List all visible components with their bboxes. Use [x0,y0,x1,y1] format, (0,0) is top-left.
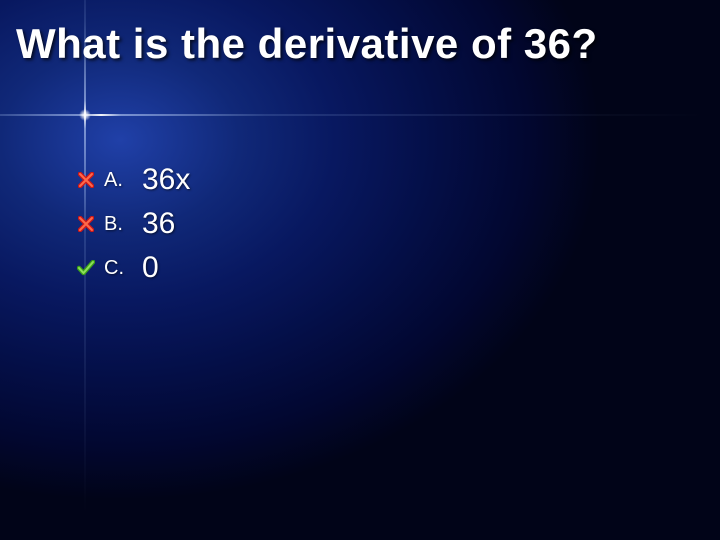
answer-option-a[interactable]: A. 36x [76,158,190,202]
check-icon [76,260,96,276]
answer-letter: A. [96,169,136,192]
answer-letter: B. [96,213,136,236]
quiz-slide: What is the derivative of 36? A. 36x B. … [0,0,720,540]
answer-letter: C. [96,257,136,280]
answer-text: 36x [136,163,190,197]
answers-list: A. 36x B. 36 C. 0 [76,158,190,290]
wrong-icon [76,172,96,188]
flare-horizontal [0,114,705,116]
answer-option-c[interactable]: C. 0 [76,246,190,290]
answer-text: 36 [136,207,175,241]
answer-text: 0 [136,251,159,285]
question-title: What is the derivative of 36? [16,20,706,68]
answer-option-b[interactable]: B. 36 [76,202,190,246]
flare-core [79,109,91,121]
wrong-icon [76,216,96,232]
